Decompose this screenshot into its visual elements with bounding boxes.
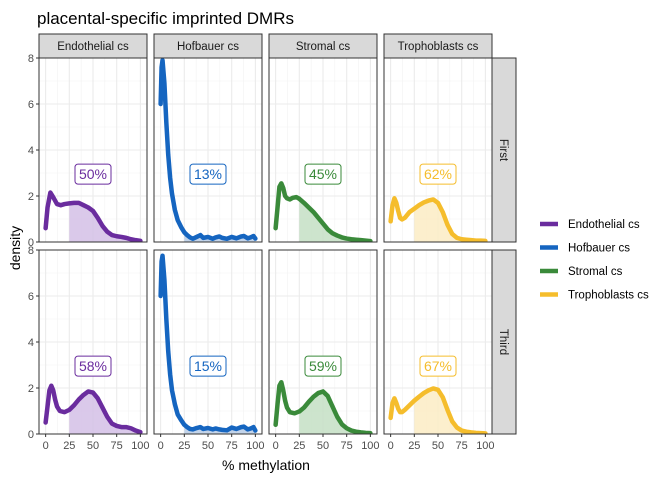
- percent-label: 62%: [424, 166, 452, 182]
- density-line: [158, 58, 258, 242]
- facet-strip-label: Hofbauer cs: [177, 41, 239, 53]
- percent-label-box: [74, 163, 112, 185]
- y-tick-label: 6: [28, 99, 34, 111]
- x-tick-label: 50: [202, 440, 214, 452]
- percent-label: 67%: [424, 358, 452, 374]
- density-panel: [273, 181, 373, 242]
- density-line: [388, 196, 488, 242]
- x-tick-label: 50: [432, 440, 444, 452]
- density-line: [273, 380, 373, 434]
- density-panel: [43, 190, 143, 242]
- row-strip-label: First: [497, 139, 509, 162]
- facet-strip-0: [38, 33, 148, 59]
- density-panel: [158, 253, 258, 434]
- panel-border: [268, 57, 378, 243]
- density-panel: [43, 383, 143, 434]
- facet-strip-3: [383, 33, 493, 59]
- density-line: [43, 383, 143, 434]
- y-tick-label: 0: [28, 429, 34, 441]
- x-tick-label: 75: [111, 440, 123, 452]
- density-shaded-area: [414, 199, 486, 242]
- density-line: [273, 181, 373, 242]
- percent-label-box: [419, 355, 457, 377]
- x-tick-label: 100: [131, 440, 149, 452]
- x-tick-label: 50: [317, 440, 329, 452]
- percent-label: 13%: [194, 166, 222, 182]
- x-tick-label: 25: [408, 440, 420, 452]
- panel-grid: Endothelial cs Hofbauer cs Stromal cs Troph…: [28, 33, 517, 452]
- legend-label: Stromal cs: [568, 266, 623, 278]
- x-tick-label: 50: [87, 440, 99, 452]
- y-tick-label: 4: [28, 337, 34, 349]
- x-tick-label: 25: [63, 440, 75, 452]
- percent-label: 15%: [194, 358, 222, 374]
- density-panel: [273, 380, 373, 434]
- x-tick-label: 25: [293, 440, 305, 452]
- panel-border: [383, 57, 493, 243]
- percent-label-box: [189, 163, 227, 185]
- percent-label: 58%: [79, 358, 107, 374]
- x-tick-label: 25: [178, 440, 190, 452]
- y-tick-label: 8: [28, 245, 34, 257]
- legend-label: Hofbauer cs: [568, 243, 630, 255]
- density-line: [158, 253, 258, 433]
- percent-label: 59%: [309, 358, 337, 374]
- y-tick-label: 4: [28, 145, 34, 157]
- density-shaded-area: [184, 424, 256, 434]
- y-tick-label: 0: [28, 237, 34, 249]
- density-shaded-area: [299, 198, 371, 242]
- density-shaded-area: [69, 202, 141, 242]
- facet-strip-1: [153, 33, 263, 59]
- y-tick-label: 2: [28, 191, 34, 203]
- density-panel: [388, 196, 488, 242]
- density-panel: [158, 58, 258, 242]
- x-axis-label: % methylation: [222, 457, 310, 473]
- x-tick-label: 75: [341, 440, 353, 452]
- percent-label-box: [304, 355, 342, 377]
- y-axis-label: density: [7, 226, 23, 270]
- density-shaded-area: [414, 388, 486, 434]
- x-tick-label: 0: [158, 440, 164, 452]
- x-tick-label: 0: [388, 440, 394, 452]
- x-tick-label: 100: [361, 440, 379, 452]
- legend-label: Trophoblasts cs: [568, 290, 649, 302]
- facet-strip-label: Endothelial cs: [57, 41, 129, 53]
- row-strip-0: [491, 57, 517, 243]
- y-tick-label: 2: [28, 383, 34, 395]
- legend-label: Endothelial cs: [568, 219, 640, 231]
- legend: Endothelial cs Hofbauer cs Stromal cs Troph…: [540, 219, 649, 302]
- panel-border: [153, 57, 263, 243]
- y-tick-label: 8: [28, 53, 34, 65]
- chart-title: placental-specific imprinted DMRs: [37, 9, 294, 28]
- facet-strip-label: Trophoblasts cs: [398, 41, 479, 53]
- percent-label-box: [304, 163, 342, 185]
- x-tick-label: 0: [273, 440, 279, 452]
- percent-label: 45%: [309, 166, 337, 182]
- x-tick-label: 0: [43, 440, 49, 452]
- density-line: [43, 190, 143, 242]
- percent-label: 50%: [79, 166, 107, 182]
- x-tick-label: 75: [456, 440, 468, 452]
- facet-strip-label: Stromal cs: [296, 41, 351, 53]
- density-panel: [388, 386, 488, 434]
- percent-label-box: [74, 355, 112, 377]
- x-tick-label: 75: [226, 440, 238, 452]
- percent-label-box: [189, 355, 227, 377]
- x-tick-label: 100: [476, 440, 494, 452]
- x-tick-label: 100: [246, 440, 264, 452]
- percent-label-box: [419, 163, 457, 185]
- y-tick-label: 6: [28, 291, 34, 303]
- density-line: [388, 386, 488, 434]
- row-strip-label: Third: [497, 329, 509, 355]
